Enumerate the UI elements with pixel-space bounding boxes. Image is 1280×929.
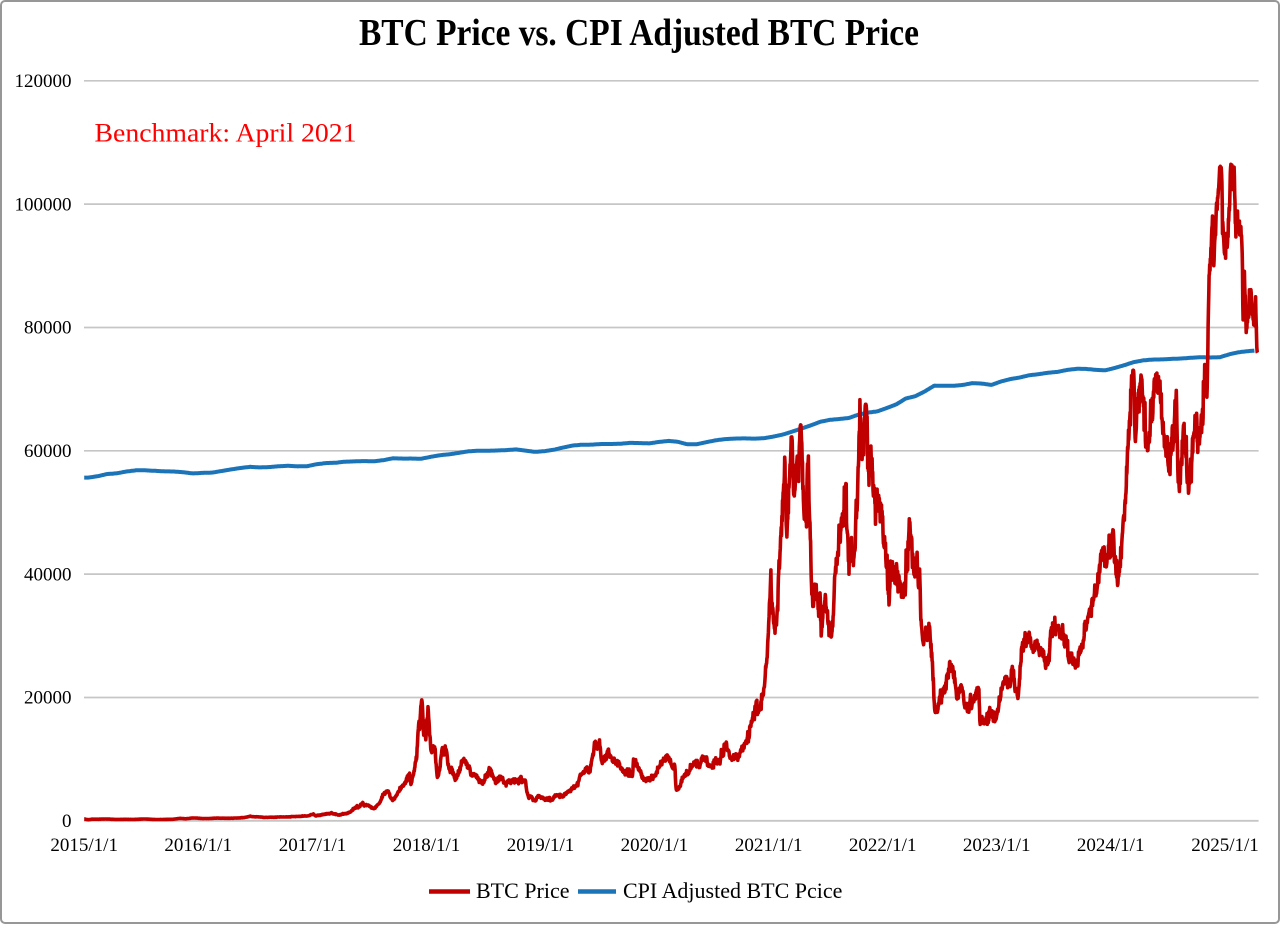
svg-text:CPI Adjusted BTC Pcice: CPI Adjusted BTC Pcice bbox=[623, 878, 842, 903]
svg-text:40000: 40000 bbox=[24, 564, 72, 585]
svg-text:2024/1/1: 2024/1/1 bbox=[1077, 835, 1145, 856]
svg-text:2016/1/1: 2016/1/1 bbox=[164, 835, 232, 856]
svg-text:2015/1/1: 2015/1/1 bbox=[50, 835, 118, 856]
svg-text:2023/1/1: 2023/1/1 bbox=[963, 835, 1031, 856]
svg-text:2018/1/1: 2018/1/1 bbox=[393, 835, 461, 856]
svg-text:20000: 20000 bbox=[24, 688, 72, 709]
svg-text:2022/1/1: 2022/1/1 bbox=[849, 835, 917, 856]
svg-text:2025/1/1: 2025/1/1 bbox=[1191, 835, 1259, 856]
svg-text:2020/1/1: 2020/1/1 bbox=[621, 835, 689, 856]
svg-text:2021/1/1: 2021/1/1 bbox=[735, 835, 803, 856]
svg-text:0: 0 bbox=[62, 811, 72, 832]
svg-text:100000: 100000 bbox=[15, 194, 72, 215]
svg-text:BTC Price: BTC Price bbox=[476, 878, 570, 903]
svg-text:80000: 80000 bbox=[24, 318, 72, 339]
svg-text:60000: 60000 bbox=[24, 441, 72, 462]
svg-text:BTC Price vs. CPI Adjusted BTC: BTC Price vs. CPI Adjusted BTC Price bbox=[359, 12, 919, 54]
svg-text:120000: 120000 bbox=[15, 71, 72, 92]
svg-text:Benchmark: April 2021: Benchmark: April 2021 bbox=[95, 118, 357, 147]
svg-text:2017/1/1: 2017/1/1 bbox=[279, 835, 347, 856]
svg-text:2019/1/1: 2019/1/1 bbox=[507, 835, 575, 856]
